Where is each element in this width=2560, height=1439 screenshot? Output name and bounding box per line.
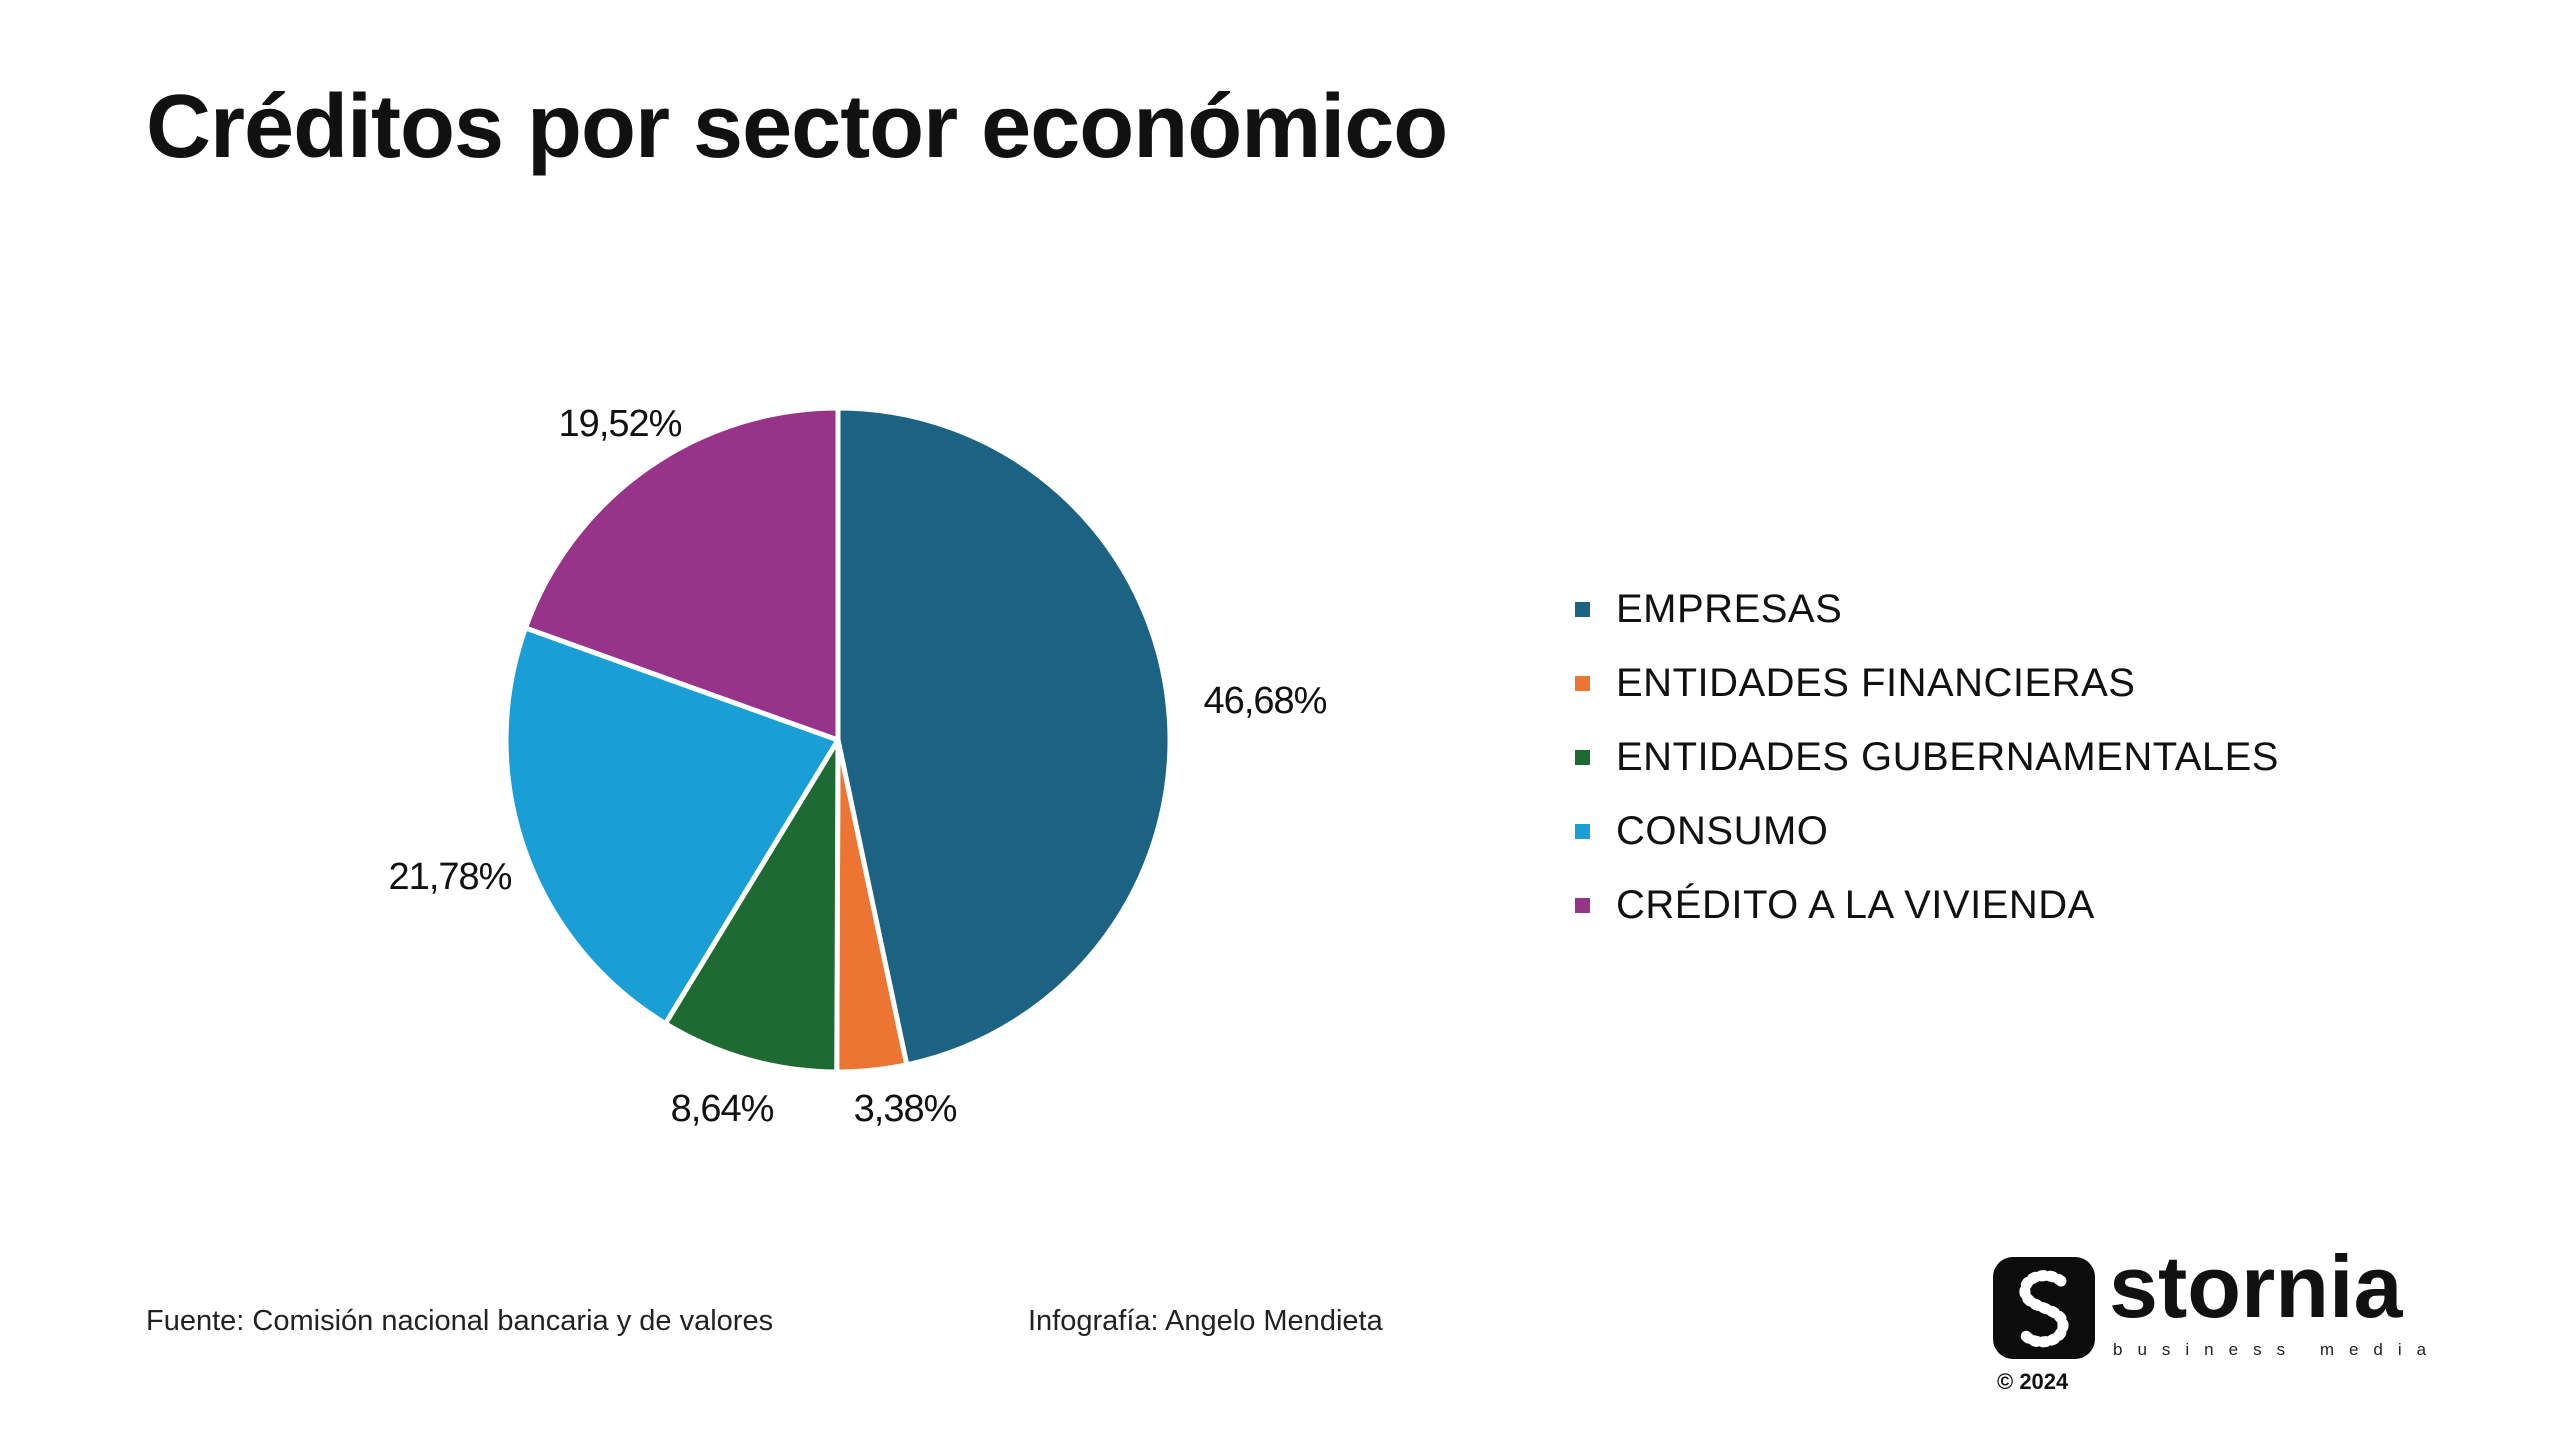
- chart-legend: EMPRESAS ENTIDADES FINANCIERAS ENTIDADES G…: [1575, 583, 2279, 953]
- chart-title: Créditos por sector económico: [146, 77, 1448, 177]
- legend-item-entidades-gubernamentales: ENTIDADES GUBERNAMENTALES: [1575, 731, 2279, 783]
- pie-label-entidades-financieras: 3,38%: [854, 1088, 957, 1130]
- legend-item-consumo: CONSUMO: [1575, 805, 2279, 857]
- legend-item-entidades-financieras: ENTIDADES FINANCIERAS: [1575, 657, 2279, 709]
- pie-slice-empresas: [835, 405, 1173, 1068]
- pie-slice-entidades-gubernamentales: [662, 737, 841, 1075]
- legend-item-empresas: EMPRESAS: [1575, 583, 2279, 635]
- pie-label-consumo: 21,78%: [389, 856, 512, 898]
- pie-label-credito-vivienda: 19,52%: [559, 403, 682, 445]
- pie-slice-credito-vivienda: [522, 405, 841, 743]
- logo-copyright: © 2024: [1997, 1369, 2069, 1394]
- stornia-s-logo-icon: [1993, 1257, 2095, 1359]
- legend-swatch-empresas: [1575, 601, 1590, 617]
- legend-swatch-entidades-financieras: [1575, 675, 1590, 691]
- legend-label-consumo: CONSUMO: [1616, 808, 1829, 853]
- legend-label-entidades-gubernamentales: ENTIDADES GUBERNAMENTALES: [1616, 734, 2279, 779]
- credit-note: Infografía: Angelo Mendieta: [1028, 1305, 1383, 1337]
- logo-tagline: business media: [2113, 1340, 2442, 1359]
- legend-swatch-credito-vivienda: [1575, 897, 1590, 913]
- legend-item-credito-vivienda: CRÉDITO A LA VIVIENDA: [1575, 879, 2279, 931]
- pie-slice-consumo: [503, 625, 841, 1027]
- logo-wordmark: stornia: [2109, 1237, 2403, 1336]
- pie-label-empresas: 46,68%: [1204, 680, 1327, 722]
- pie-label-entidades-gubernamentales: 8,64%: [671, 1088, 774, 1130]
- legend-swatch-entidades-gubernamentales: [1575, 749, 1590, 765]
- legend-swatch-consumo: [1575, 823, 1590, 839]
- legend-label-credito-vivienda: CRÉDITO A LA VIVIENDA: [1616, 882, 2095, 927]
- pie-chart: 46,68% 3,38% 8,64% 21,78% 19,52%: [389, 403, 1328, 1130]
- legend-label-entidades-financieras: ENTIDADES FINANCIERAS: [1616, 660, 2136, 705]
- legend-label-empresas: EMPRESAS: [1616, 586, 1843, 631]
- source-note: Fuente: Comisión nacional bancaria y de …: [146, 1305, 774, 1337]
- stornia-logo: stornia business media © 2024: [1993, 1243, 2433, 1397]
